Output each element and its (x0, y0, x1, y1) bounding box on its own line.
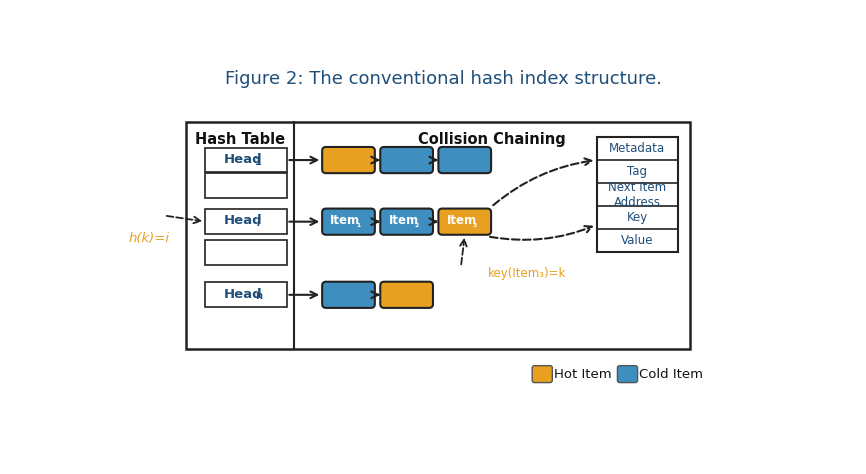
Text: n: n (255, 292, 262, 301)
FancyBboxPatch shape (322, 209, 375, 235)
Text: 1: 1 (255, 156, 262, 166)
Text: Hash Table: Hash Table (195, 132, 285, 147)
Text: Hot Item: Hot Item (554, 368, 611, 381)
Bar (205, 240, 287, 265)
FancyBboxPatch shape (380, 209, 433, 235)
Text: Cold Item: Cold Item (639, 368, 703, 381)
Text: Value: Value (621, 235, 654, 247)
Bar (597, 137, 678, 253)
Text: h(k)=i: h(k)=i (128, 232, 169, 245)
Bar (205, 210, 287, 234)
Text: Collision Chaining: Collision Chaining (418, 132, 565, 147)
Text: key(Item₃)=k: key(Item₃)=k (488, 267, 566, 280)
Bar (205, 173, 287, 198)
Text: Head: Head (224, 153, 262, 166)
FancyBboxPatch shape (438, 147, 491, 173)
FancyBboxPatch shape (322, 147, 375, 173)
Text: Figure 2: The conventional hash index structure.: Figure 2: The conventional hash index st… (225, 70, 662, 88)
FancyBboxPatch shape (438, 209, 491, 235)
Text: i: i (256, 218, 260, 228)
Text: Item: Item (330, 214, 360, 228)
Text: ₁: ₁ (357, 219, 361, 229)
Bar (185, 121, 689, 349)
Text: Key: Key (627, 211, 648, 224)
Bar (205, 283, 287, 307)
Text: Head: Head (224, 214, 262, 228)
FancyBboxPatch shape (322, 282, 375, 308)
FancyBboxPatch shape (380, 147, 433, 173)
Text: Item: Item (389, 214, 418, 228)
Text: Next Item
Address: Next Item Address (608, 181, 666, 209)
FancyBboxPatch shape (617, 365, 637, 383)
Text: Head: Head (224, 288, 262, 301)
Text: ₂: ₂ (415, 219, 419, 229)
Text: Tag: Tag (627, 165, 647, 178)
FancyBboxPatch shape (533, 365, 553, 383)
Bar (205, 148, 287, 173)
Text: Item: Item (447, 214, 476, 228)
FancyBboxPatch shape (380, 282, 433, 308)
Text: ₃: ₃ (473, 219, 477, 229)
Text: Metadata: Metadata (609, 142, 665, 155)
